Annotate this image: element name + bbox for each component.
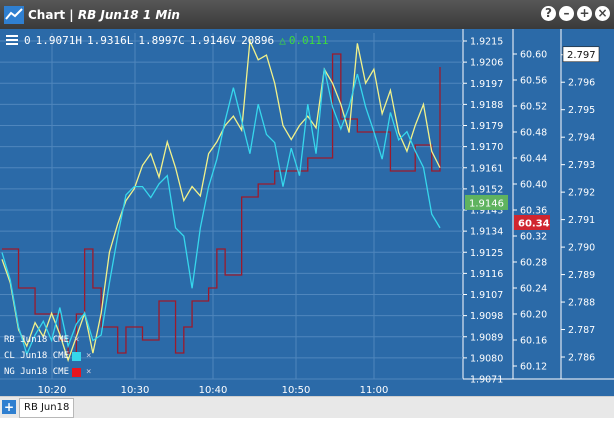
cl-axis-tick-label: 2.796 <box>568 78 595 89</box>
legend-label: NG Jun18 CME <box>4 367 70 377</box>
chart-area[interactable]: 10:20 10:30 10:40 10:50 11:00 1.9215 1.9206 1.9… <box>0 29 614 396</box>
remove-icon[interactable]: × <box>74 335 80 345</box>
x-tick-label: 10:40 <box>199 385 228 396</box>
legend-swatch <box>72 351 82 361</box>
rb-axis-tick-label: 1.9116 <box>470 269 503 280</box>
rb-axis-tick-label: 1.9215 <box>470 37 503 48</box>
cl-axis-tick-label: 2.786 <box>568 353 595 364</box>
rb-axis-tick-label: 1.9143 <box>470 206 503 217</box>
x-tick-label: 11:00 <box>360 385 389 396</box>
cl-axis-tick-label: 2.793 <box>568 160 595 171</box>
menu-icon[interactable] <box>6 35 18 45</box>
cl-axis-tick-label: 2.790 <box>568 243 595 254</box>
ng-axis-tick-label: 60.32 <box>520 232 547 243</box>
ng-axis-tick-label: 60.12 <box>520 362 547 373</box>
stat-close: 1.8997C <box>138 33 185 47</box>
tab-rb-jun18[interactable]: RB Jun18 <box>19 398 75 418</box>
stat-low: 1.9316L <box>86 33 134 47</box>
legend-item-ng[interactable]: NG Jun18 CME × <box>4 367 91 377</box>
rb-axis-tick-label: 1.9188 <box>470 100 503 111</box>
rb-axis-tick-label: 1.9071 <box>470 375 503 386</box>
cl-axis-tick-label: 2.789 <box>568 270 595 281</box>
legend-label: CL Jun18 CME <box>4 351 70 361</box>
remove-icon[interactable]: × <box>86 367 92 377</box>
rb-axis-tick-label: 1.9098 <box>470 311 503 322</box>
rb-axis-tick-label: 1.9170 <box>470 142 503 153</box>
cl-last-value-badge <box>562 46 600 63</box>
rb-axis-tick-label: 1.9206 <box>470 58 503 69</box>
rb-axis-tick-label: 1.9089 <box>470 332 503 343</box>
ng-axis-tick-label: 60.48 <box>520 128 547 139</box>
ng-series-line <box>2 53 441 354</box>
ng-last-value-badge <box>514 215 550 230</box>
price-chart[interactable]: 10:20 10:30 10:40 10:50 11:00 1.9215 1.9206 1.9… <box>0 29 614 396</box>
x-tick-label: 10:50 <box>282 385 311 396</box>
stat-volume: 20896 <box>241 33 275 47</box>
rb-axis-tick-label: 1.9197 <box>470 79 503 90</box>
stat-open: 0 <box>24 33 31 47</box>
stat-change: 0.0111 <box>288 33 329 47</box>
ng-axis-tick-label: 60.16 <box>520 336 547 347</box>
rb-last-value-text: 1.9146 <box>469 198 504 209</box>
ng-axis-tick-label: 60.40 <box>520 180 547 191</box>
rb-axis-tick-label: 1.9125 <box>470 248 503 259</box>
rb-axis-tick-label: 1.9107 <box>470 290 503 301</box>
minimize-icon[interactable]: – <box>559 6 574 21</box>
ng-axis-tick-label: 60.52 <box>520 102 547 113</box>
ng-axis-tick-label: 60.36 <box>520 206 547 217</box>
legend-item-cl[interactable]: CL Jun18 CME × <box>4 351 91 361</box>
add-tab-button[interactable]: + <box>2 400 16 414</box>
stat-change-arrow: △ <box>279 33 286 47</box>
legend-swatch <box>72 367 82 377</box>
rb-axis-tick-label: 1.9152 <box>470 184 503 195</box>
window-titlebar: Chart | RB Jun18 1 Min ? – + × <box>0 0 614 29</box>
stats-bar: 0 1.9071H 1.9316L 1.8997C 1.9146V 20896 … <box>6 32 329 48</box>
ng-axis-tick-label: 60.28 <box>520 258 547 269</box>
close-icon[interactable]: × <box>595 6 610 21</box>
window-title: Chart | RB Jun18 1 Min <box>28 7 180 22</box>
cl-axis-tick-label: 2.791 <box>568 215 595 226</box>
cl-axis-tick-label: 2.792 <box>568 188 595 199</box>
chart-icon <box>4 5 24 24</box>
help-icon[interactable]: ? <box>541 6 556 21</box>
maximize-icon[interactable]: + <box>577 6 592 21</box>
remove-icon[interactable]: × <box>86 351 92 361</box>
cl-last-value-text: 2.797 <box>567 50 596 61</box>
ng-axis-tick-label: 60.24 <box>520 284 547 295</box>
rb-axis-tick-label: 1.9179 <box>470 121 503 132</box>
rb-axis-tick-label: 1.9134 <box>470 227 503 238</box>
chart-background <box>0 29 614 396</box>
cl-axis-tick-label: 2.795 <box>568 105 595 116</box>
ng-last-value-text: 60.34 <box>518 219 550 230</box>
ng-axis-tick-label: 60.56 <box>520 76 547 87</box>
tab-bar: + RB Jun18 <box>0 396 614 418</box>
rb-last-value-badge <box>465 194 508 210</box>
cl-axis-tick-label: 2.788 <box>568 298 595 309</box>
stat-last: 1.9146V <box>189 33 237 47</box>
legend-item-rb[interactable]: RB Jun18 CME × <box>4 335 79 345</box>
ng-axis-tick-label: 60.60 <box>520 50 547 61</box>
cl-axis-tick-label: 2.794 <box>568 133 595 144</box>
rb-axis-tick-label: 1.9080 <box>470 353 503 364</box>
rb-axis-tick-label: 1.9161 <box>470 163 503 174</box>
ng-axis-tick-label: 60.44 <box>520 154 547 165</box>
ng-axis-tick-label: 60.20 <box>520 310 547 321</box>
x-tick-label: 10:20 <box>38 385 67 396</box>
x-tick-label: 10:30 <box>121 385 150 396</box>
legend-label: RB Jun18 CME <box>4 335 70 345</box>
stat-high: 1.9071H <box>35 33 82 47</box>
rb-series-line <box>1 38 441 363</box>
cl-series-line <box>1 68 441 357</box>
cl-axis-tick-label: 2.787 <box>568 325 595 336</box>
